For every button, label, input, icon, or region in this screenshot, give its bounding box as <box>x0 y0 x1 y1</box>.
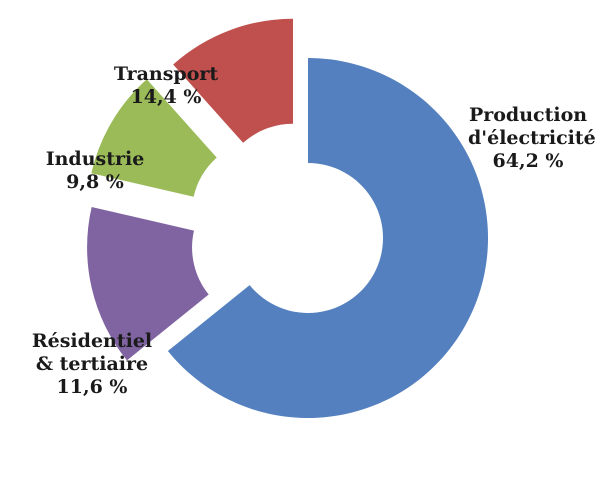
label-residentiel-line-2: & tertiaire <box>35 353 149 375</box>
label-residentiel-tertiaire: Résidentiel & tertiaire 11,6 % <box>28 330 156 399</box>
label-transport-line-1: Transport <box>113 63 219 85</box>
label-transport: Transport 14,4 % <box>106 63 226 109</box>
label-industrie-line-1: Industrie <box>45 148 145 170</box>
label-industrie-value: 9,8 % <box>66 171 124 193</box>
label-transport-value: 14,4 % <box>130 86 202 108</box>
label-residentiel-value: 11,6 % <box>56 376 128 398</box>
label-production-value: 64,2 % <box>492 150 564 172</box>
slice-industrie <box>91 79 217 197</box>
label-industrie: Industrie 9,8 % <box>40 148 150 194</box>
slice-transport <box>87 207 209 361</box>
slice-residentiel-tertiaire <box>173 18 294 143</box>
label-production-line-2: d'électricité <box>468 127 596 149</box>
slice-production-electricite <box>167 57 489 418</box>
label-production-electricite: Production d'électricité 64,2 % <box>468 104 596 173</box>
label-production-line-1: Production <box>468 104 588 126</box>
label-residentiel-line-1: Résidentiel <box>31 330 153 352</box>
